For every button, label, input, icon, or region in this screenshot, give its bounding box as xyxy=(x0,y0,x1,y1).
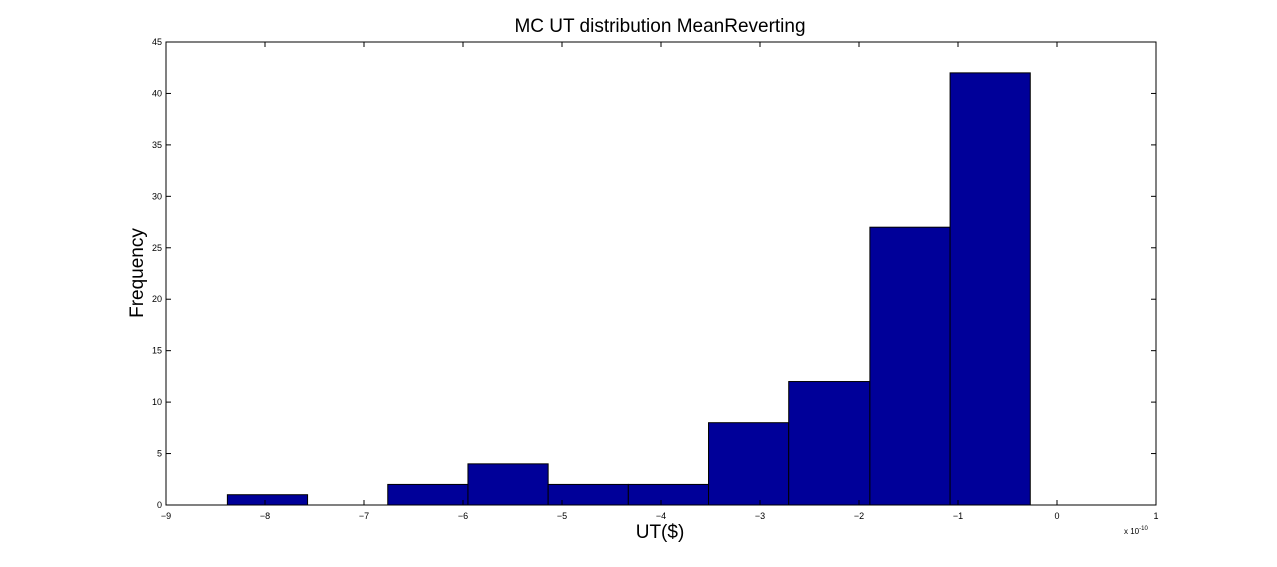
histogram-bar xyxy=(869,226,951,506)
x-tick-label: −4 xyxy=(656,511,666,521)
x-tick-label: −5 xyxy=(557,511,567,521)
histogram-bar xyxy=(467,463,549,506)
y-tick-label: 25 xyxy=(152,243,162,253)
y-tick-label: 30 xyxy=(152,191,162,201)
x-tick-label: 1 xyxy=(1153,511,1158,521)
histogram-bar xyxy=(708,422,790,506)
histogram-bar xyxy=(387,483,469,506)
x-tick-label: 0 xyxy=(1054,511,1059,521)
y-tick-label: 35 xyxy=(152,140,162,150)
x-tick-label: −8 xyxy=(260,511,270,521)
histogram-bar xyxy=(627,483,710,506)
x-tick-label: −9 xyxy=(161,511,171,521)
y-tick-label: 5 xyxy=(157,449,162,459)
histogram-bar xyxy=(949,72,1031,506)
x-tick-label: −3 xyxy=(755,511,765,521)
bars-group xyxy=(226,72,1031,506)
x-multiplier-label: x 10-10 xyxy=(1124,526,1148,536)
histogram-bar xyxy=(226,494,309,506)
x-multiplier-exponent: -10 xyxy=(1139,526,1148,532)
x-tick-label: −7 xyxy=(359,511,369,521)
x-tick-label: −6 xyxy=(458,511,468,521)
x-tick-label: −1 xyxy=(953,511,963,521)
y-tick-label: 0 xyxy=(157,500,162,510)
y-tick-label: 15 xyxy=(152,346,162,356)
y-tick-label: 10 xyxy=(152,397,162,407)
x-tick-label: −2 xyxy=(854,511,864,521)
chart-title: MC UT distribution MeanReverting xyxy=(514,16,805,37)
histogram-bar xyxy=(788,381,871,506)
y-tick-label: 20 xyxy=(152,294,162,304)
histogram-bar xyxy=(547,483,629,506)
y-tick-label: 40 xyxy=(152,88,162,98)
x-axis-label: UT($) xyxy=(636,522,685,543)
y-tick-label: 45 xyxy=(152,37,162,47)
y-axis-label: Frequency xyxy=(127,228,148,318)
